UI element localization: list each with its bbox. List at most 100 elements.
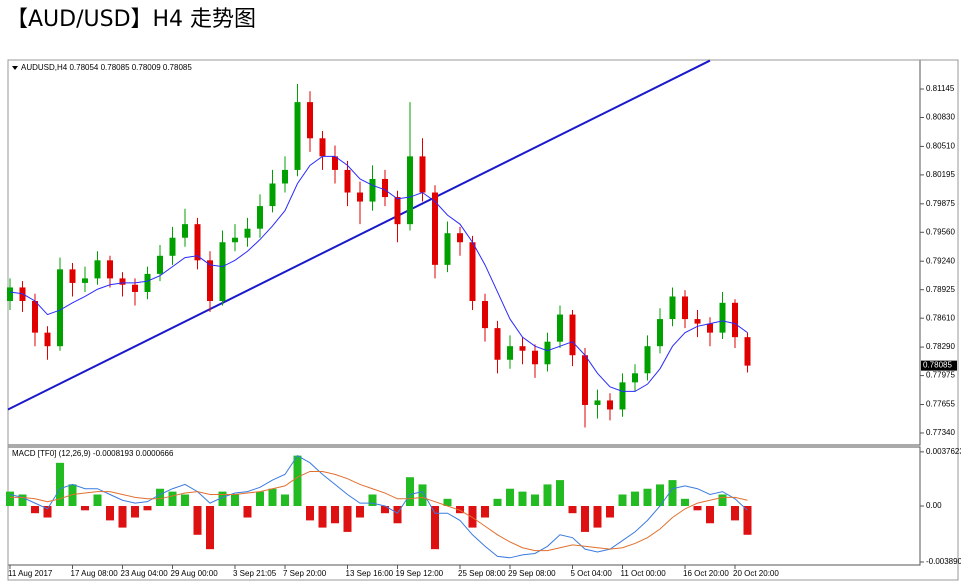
macd-bar bbox=[306, 506, 314, 521]
macd-bar bbox=[406, 477, 414, 506]
macd-bar bbox=[118, 506, 127, 528]
candle-body bbox=[607, 400, 613, 410]
macd-bar bbox=[293, 455, 302, 506]
x-tick-label: 29 Aug 00:00 bbox=[171, 569, 219, 578]
price-header: AUDUSD,H4 0.78054 0.78085 0.78009 0.7808… bbox=[21, 63, 192, 72]
macd-bar bbox=[443, 498, 452, 506]
x-tick-label: 11 Oct 00:00 bbox=[621, 569, 667, 578]
macd-bar bbox=[143, 506, 152, 511]
candle-body bbox=[519, 346, 526, 351]
candle-body bbox=[294, 102, 301, 170]
x-tick-label: 5 Oct 04:00 bbox=[571, 569, 613, 578]
x-tick-label: 23 Aug 04:00 bbox=[121, 569, 169, 578]
macd-bar bbox=[318, 506, 327, 528]
y-tick-label: 0.79240 bbox=[926, 256, 955, 265]
macd-bar bbox=[81, 506, 89, 511]
x-tick-label: 3 Sep 21:05 bbox=[233, 569, 277, 578]
candle-body bbox=[444, 233, 451, 265]
macd-bar bbox=[743, 506, 752, 535]
candle-body bbox=[657, 319, 663, 347]
y-tick-label: 0.77655 bbox=[926, 400, 955, 409]
macd-bar bbox=[581, 506, 589, 532]
macd-bar bbox=[506, 488, 514, 506]
macd-bar bbox=[618, 494, 627, 506]
candle-body bbox=[394, 197, 401, 225]
x-tick-label: 13 Sep 16:00 bbox=[346, 569, 394, 578]
candle-body bbox=[632, 373, 638, 383]
candle-body bbox=[419, 156, 426, 193]
macd-bar bbox=[493, 498, 502, 506]
candle-body bbox=[694, 319, 701, 324]
macd-bar bbox=[181, 494, 189, 506]
candle-body bbox=[544, 341, 551, 365]
candle-body bbox=[107, 260, 113, 279]
y-tick-label: 0.81145 bbox=[926, 84, 955, 93]
candle-body bbox=[369, 178, 376, 202]
candle-body bbox=[169, 237, 176, 256]
x-tick-label: 7 Sep 20:00 bbox=[283, 569, 327, 578]
candle-body bbox=[132, 284, 138, 292]
macd-bar bbox=[243, 506, 252, 518]
macd-bar bbox=[593, 506, 602, 528]
macd-bar bbox=[643, 488, 652, 506]
candle-body bbox=[194, 224, 201, 261]
macd-bar bbox=[668, 480, 677, 506]
candle-body bbox=[532, 350, 538, 365]
macd-bar bbox=[68, 484, 77, 506]
candle-body bbox=[157, 255, 163, 274]
macd-bar bbox=[281, 494, 289, 506]
macd-bar bbox=[518, 491, 527, 506]
y-tick-label: 0.80510 bbox=[926, 142, 955, 151]
candle-body bbox=[357, 192, 363, 202]
macd-bar bbox=[468, 506, 477, 528]
macd-bar bbox=[156, 488, 164, 506]
macd-bar bbox=[368, 494, 377, 506]
macd-bar bbox=[706, 506, 714, 524]
macd-bar bbox=[543, 484, 552, 506]
candle-body bbox=[619, 382, 626, 410]
macd-line bbox=[10, 470, 748, 552]
y-tick-label: 0.80830 bbox=[926, 113, 955, 122]
candle-body bbox=[669, 296, 676, 320]
macd-bar bbox=[56, 462, 64, 506]
macd-bar bbox=[106, 506, 114, 521]
macd-line bbox=[9, 454, 748, 559]
macd-bar bbox=[481, 506, 489, 518]
candle-body bbox=[119, 278, 126, 285]
macd-bar bbox=[218, 491, 227, 506]
candle-body bbox=[507, 346, 513, 360]
current-price: 0.78085 bbox=[923, 361, 952, 370]
macd-bar bbox=[531, 494, 539, 506]
macd-bar bbox=[606, 506, 614, 518]
candle-body bbox=[207, 260, 213, 301]
macd-bar bbox=[656, 484, 664, 506]
moving-average bbox=[9, 155, 748, 392]
macd-header: MACD [TF0] (12,26,9) -0.0008193 0.000066… bbox=[12, 449, 174, 458]
candle-body bbox=[7, 287, 13, 301]
y-tick-label: 0.80195 bbox=[926, 170, 955, 179]
candle-body bbox=[94, 260, 101, 279]
candle-body bbox=[182, 224, 188, 238]
y-tick-label: 0.77340 bbox=[926, 428, 955, 437]
macd-bar bbox=[381, 506, 389, 514]
candle-body bbox=[382, 178, 388, 198]
candle-body bbox=[82, 278, 88, 283]
y-tick-label: 0.0037623 bbox=[926, 447, 961, 456]
candle-body bbox=[244, 228, 251, 238]
chart-title: 【AUD/USD】H4 走势图 bbox=[6, 7, 256, 32]
x-tick-label: 29 Sep 08:00 bbox=[508, 569, 556, 578]
macd-bar bbox=[681, 498, 689, 506]
y-tick-label: 0.79875 bbox=[926, 199, 955, 208]
candle-body bbox=[332, 156, 338, 170]
candle-body bbox=[557, 314, 563, 342]
macd-bar bbox=[456, 506, 464, 514]
macd-bar bbox=[556, 480, 564, 506]
candle-body bbox=[282, 169, 288, 184]
macd-bar bbox=[331, 506, 339, 524]
macd-bar bbox=[418, 484, 427, 506]
candle-body bbox=[319, 138, 326, 157]
candle-body bbox=[469, 242, 476, 301]
candle-body bbox=[744, 337, 751, 366]
menu-icon bbox=[12, 66, 18, 70]
macd-bar bbox=[31, 506, 39, 514]
